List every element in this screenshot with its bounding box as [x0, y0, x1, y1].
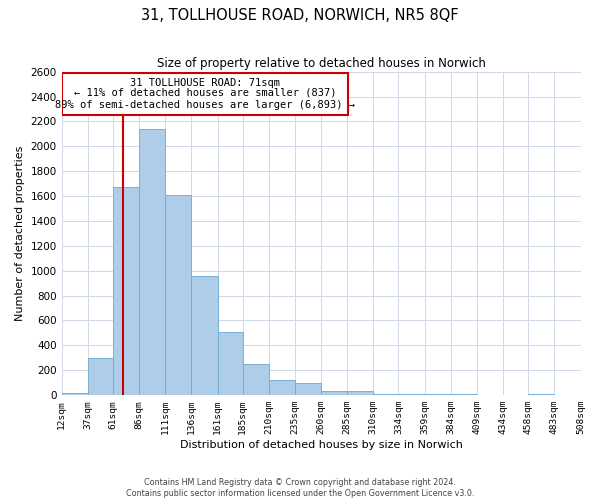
Bar — [373, 394, 398, 395]
Text: Contains HM Land Registry data © Crown copyright and database right 2024.
Contai: Contains HM Land Registry data © Crown c… — [126, 478, 474, 498]
Bar — [398, 394, 425, 395]
Bar — [165, 196, 191, 395]
Bar — [528, 394, 554, 395]
Bar — [347, 392, 373, 395]
Bar — [581, 394, 600, 395]
Bar — [139, 129, 165, 395]
Bar — [191, 276, 218, 395]
Text: 31 TOLLHOUSE ROAD: 71sqm: 31 TOLLHOUSE ROAD: 71sqm — [130, 78, 280, 88]
Bar — [295, 384, 321, 395]
Bar — [113, 188, 139, 395]
Text: 31, TOLLHOUSE ROAD, NORWICH, NR5 8QF: 31, TOLLHOUSE ROAD, NORWICH, NR5 8QF — [141, 8, 459, 22]
Bar — [218, 332, 242, 395]
Bar — [88, 358, 113, 395]
Bar — [269, 380, 295, 395]
Bar — [425, 394, 451, 395]
X-axis label: Distribution of detached houses by size in Norwich: Distribution of detached houses by size … — [179, 440, 463, 450]
Text: 89% of semi-detached houses are larger (6,893) →: 89% of semi-detached houses are larger (… — [55, 100, 355, 110]
Bar — [62, 392, 88, 395]
Bar — [62, 73, 348, 114]
Bar — [321, 392, 347, 395]
Bar — [451, 394, 477, 395]
Text: ← 11% of detached houses are smaller (837): ← 11% of detached houses are smaller (83… — [74, 88, 336, 98]
Title: Size of property relative to detached houses in Norwich: Size of property relative to detached ho… — [157, 58, 485, 70]
Y-axis label: Number of detached properties: Number of detached properties — [15, 146, 25, 321]
Bar — [242, 364, 269, 395]
